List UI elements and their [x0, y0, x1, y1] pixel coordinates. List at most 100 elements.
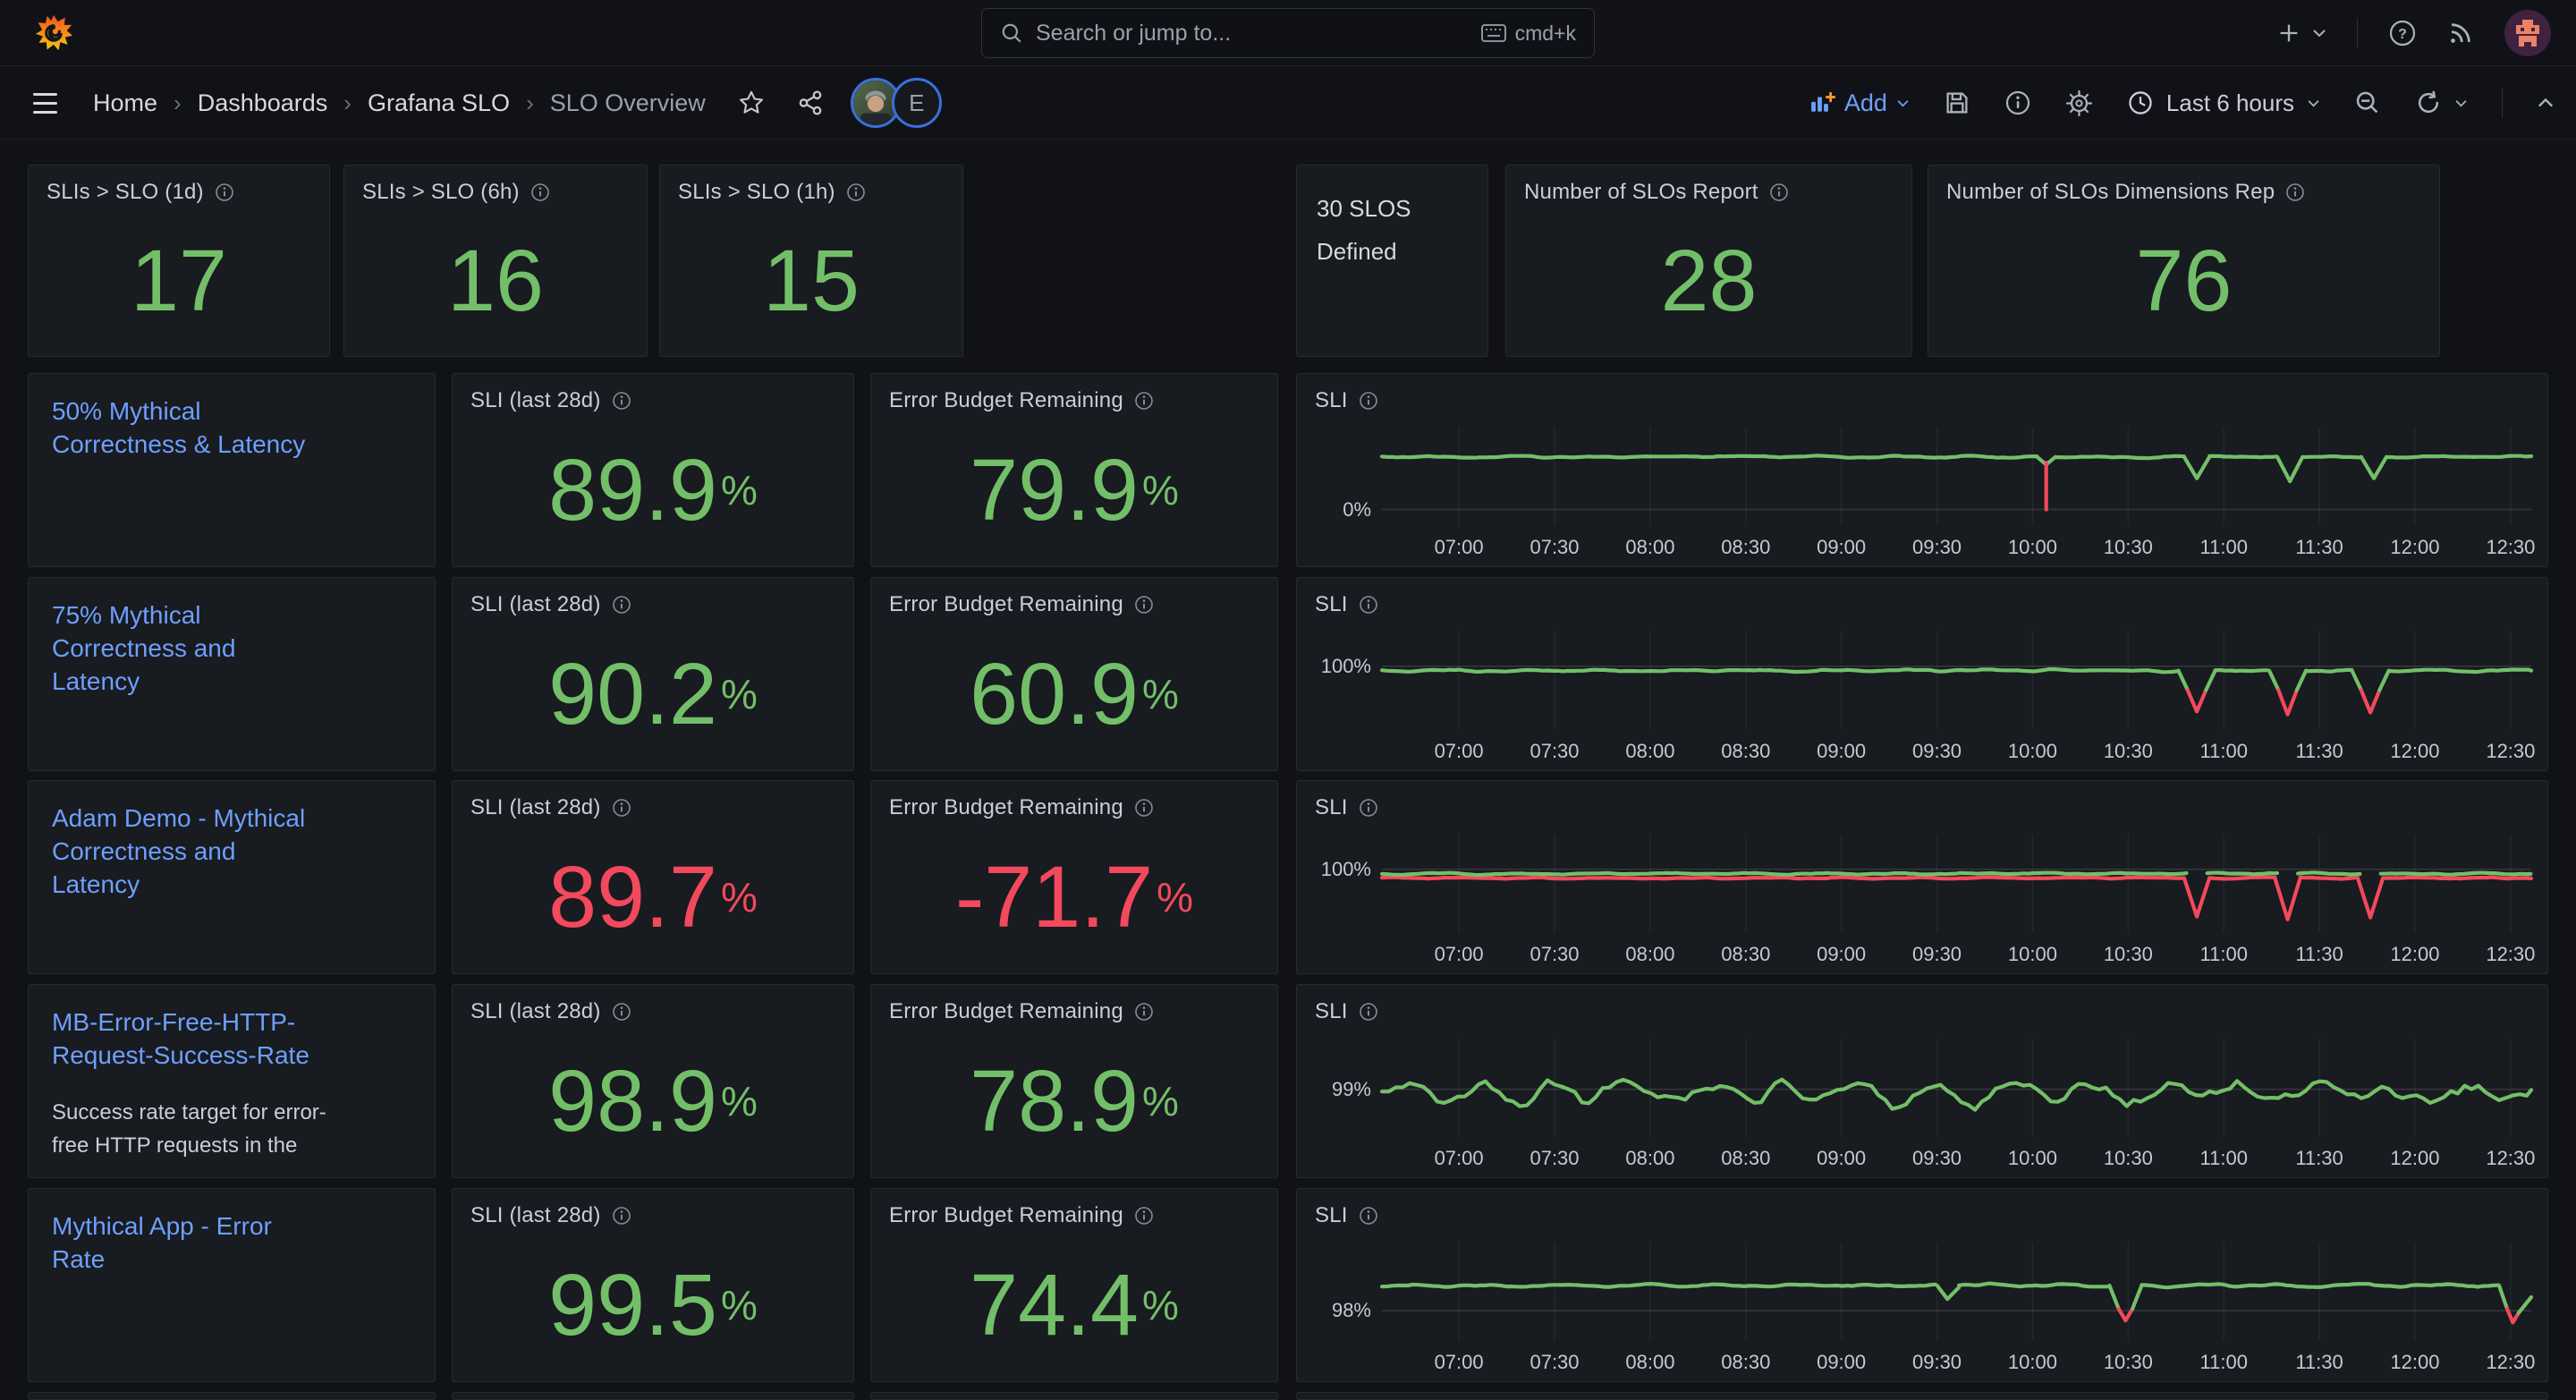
slos-defined-text: 30 SLOS Defined — [1317, 195, 1411, 266]
menu-hamburger-icon[interactable] — [33, 92, 57, 114]
stat-value-percent: % — [720, 1281, 758, 1328]
info-icon[interactable] — [215, 182, 234, 202]
sli-chart-panel: SLI 100% 07:00 07:30 08:00 08:30 09:00 09:30 10:… — [1296, 577, 2548, 771]
breadcrumb-item-home[interactable]: Home — [93, 89, 158, 116]
sli-series — [1935, 1283, 1962, 1302]
sli-timeseries-chart[interactable] — [1297, 578, 2548, 771]
info-icon[interactable] — [1134, 1002, 1154, 1022]
help-icon[interactable]: ? — [2388, 19, 2417, 47]
info-icon[interactable] — [612, 1002, 631, 1022]
sli-series — [1956, 1281, 2111, 1289]
panel-title: SLI (last 28d) — [470, 388, 841, 413]
sli-series — [2176, 668, 2190, 692]
info-icon[interactable] — [846, 182, 866, 202]
x-axis-tick-label: 09:30 — [1911, 1351, 1962, 1373]
share-icon[interactable] — [797, 89, 824, 116]
grafana-logo-icon[interactable] — [34, 13, 73, 54]
stat-value-percent: % — [720, 670, 758, 717]
panel-title-text: SLI (last 28d) — [470, 388, 601, 412]
sli-28d-panel: SLI (last 28d) 90.2% — [452, 577, 854, 771]
save-icon[interactable] — [1944, 89, 1970, 116]
settings-gear-icon[interactable] — [2065, 89, 2093, 117]
info-icon[interactable] — [1359, 798, 1378, 818]
new-chevron-down-icon[interactable] — [2312, 29, 2326, 38]
panel-title-text: Error Budget Remaining — [889, 795, 1123, 819]
info-icon[interactable] — [1359, 1206, 1378, 1226]
info-icon[interactable] — [612, 595, 631, 615]
sli-series — [2275, 454, 2305, 484]
slo-name-panel: 50% Mythical Correctness & Latency — [28, 373, 436, 567]
sli-timeseries-chart[interactable] — [1297, 781, 2548, 974]
breadcrumb-item-dashboards[interactable]: Dashboards — [197, 89, 328, 116]
breadcrumb-separator: › — [174, 89, 182, 116]
panel-title-text: SLIs > SLO (6h) — [362, 180, 520, 204]
sli-timeseries-chart[interactable] — [1297, 985, 2548, 1178]
slo-name-panel: 75% Mythical Correctness and Latency — [28, 577, 436, 771]
info-icon[interactable] — [1359, 1002, 1378, 1022]
sli-series — [2384, 454, 2534, 460]
info-icon[interactable] — [1134, 391, 1154, 411]
viewer-avatar-photo[interactable] — [850, 78, 901, 128]
panel-title: SLI — [1315, 795, 2535, 820]
viewer-avatar-initial[interactable]: E — [891, 78, 942, 128]
stat-value-number: 28 — [1660, 232, 1758, 329]
slo-name-body: Adam Demo - Mythical Correctness and Lat… — [29, 781, 435, 923]
slo-name-link[interactable]: 50% Mythical Correctness & Latency — [52, 397, 306, 458]
stat-value: 99.5% — [453, 1228, 853, 1381]
x-axis-tick-label: 12:00 — [2390, 1147, 2440, 1169]
stat-value: 74.4% — [871, 1228, 1277, 1381]
slo-name-link[interactable]: Adam Demo - Mythical Correctness and Lat… — [52, 804, 306, 898]
add-button[interactable]: Add — [1810, 89, 1910, 117]
sli-series-breach — [2355, 876, 2385, 920]
x-axis-tick-label: 08:30 — [1721, 536, 1771, 558]
info-icon[interactable] — [612, 798, 631, 818]
slo-name-body: MB-Error-Free-HTTP- Request-Success-Rate… — [29, 985, 435, 1177]
stat-value: 15 — [660, 205, 962, 356]
panel-title-text: SLI — [1315, 999, 1348, 1023]
sli-timeseries-chart[interactable] — [1297, 374, 2548, 567]
x-axis-tick-label: 08:00 — [1625, 740, 1675, 762]
slo-name-body: 50% Mythical Correctness & Latency — [29, 374, 435, 483]
stat-value: 98.9% — [453, 1024, 853, 1177]
panel-title-text: SLI (last 28d) — [470, 999, 601, 1023]
x-axis-tick-label: 11:00 — [2199, 740, 2248, 762]
x-axis-tick-label: 12:00 — [2390, 943, 2440, 965]
user-avatar[interactable] — [2504, 10, 2551, 56]
sli-timeseries-chart[interactable] — [1297, 1189, 2548, 1382]
info-icon[interactable] — [1359, 595, 1378, 615]
slo-name-link[interactable]: 75% Mythical Correctness and Latency — [52, 601, 236, 695]
search-input[interactable]: Search or jump to... cmd+k — [981, 8, 1595, 58]
info-icon[interactable] — [1134, 1206, 1154, 1226]
sli-series — [2140, 1281, 2501, 1290]
slo-name-link[interactable]: MB-Error-Free-HTTP- Request-Success-Rate — [52, 1008, 309, 1069]
sli-series — [2359, 454, 2389, 480]
collapse-chevron-up-icon[interactable] — [2537, 98, 2555, 108]
refresh-icon[interactable] — [2415, 89, 2442, 116]
sli-series — [1379, 1281, 1937, 1289]
info-icon[interactable] — [1134, 798, 1154, 818]
breadcrumb-item-grafana-slo[interactable]: Grafana SLO — [367, 89, 511, 116]
info-icon[interactable] — [1359, 391, 1378, 411]
time-chevron-down-icon — [2307, 99, 2320, 107]
refresh-interval-chevron-icon[interactable] — [2454, 99, 2468, 107]
sli-series — [2107, 1283, 2121, 1311]
zoom-out-icon[interactable] — [2354, 89, 2381, 116]
info-icon[interactable] — [1134, 595, 1154, 615]
time-range-picker[interactable]: Last 6 hours — [2127, 89, 2320, 117]
dashboard-info-icon[interactable] — [2004, 89, 2031, 116]
info-icon[interactable] — [530, 182, 550, 202]
info-icon[interactable] — [612, 1206, 631, 1226]
info-icon[interactable] — [1769, 182, 1789, 202]
slo-name-link[interactable]: Mythical App - Error Rate — [52, 1212, 272, 1273]
panel-title-text: SLI — [1315, 1203, 1348, 1227]
info-icon[interactable] — [2285, 182, 2305, 202]
x-axis-tick-label: 09:30 — [1911, 740, 1962, 762]
news-rss-icon[interactable] — [2447, 20, 2474, 47]
x-axis-tick-label: 10:30 — [2103, 1351, 2153, 1373]
sli-series — [2207, 454, 2279, 460]
info-icon[interactable] — [612, 391, 631, 411]
new-plus-icon[interactable] — [2276, 21, 2301, 46]
x-axis-tick-label: 08:30 — [1721, 1351, 1771, 1373]
sli-series — [1379, 870, 2189, 878]
favorite-star-icon[interactable] — [738, 89, 765, 116]
